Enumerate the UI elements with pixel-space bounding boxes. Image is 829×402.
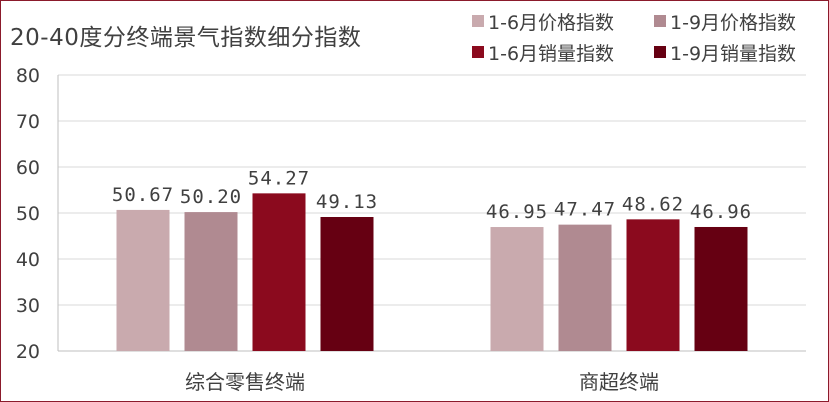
bar-2-2 bbox=[558, 224, 612, 351]
y-tick-label-30: 30 bbox=[16, 295, 40, 317]
legend-item-1-9-price: 1-9月价格指数 bbox=[654, 8, 796, 34]
legend-label-1-6-volume: 1-6月销量指数 bbox=[488, 42, 615, 65]
legend-swatch-1-9-price bbox=[654, 15, 666, 27]
data-label-2-1: 46.95 bbox=[486, 201, 548, 223]
legend-label-1-9-volume: 1-9月销量指数 bbox=[670, 42, 797, 65]
bar-1-4 bbox=[320, 217, 374, 351]
y-tick-label-40: 40 bbox=[16, 249, 40, 271]
data-label-2-4: 46.96 bbox=[690, 201, 752, 223]
y-tick-label-80: 80 bbox=[16, 65, 40, 87]
data-label-1-1: 50.67 bbox=[112, 184, 174, 206]
legend-swatch-1-6-volume bbox=[472, 46, 484, 58]
bar-1-3 bbox=[252, 193, 306, 351]
data-label-2-2: 47.47 bbox=[554, 199, 616, 221]
category-label-1: 综合零售终端 bbox=[185, 370, 305, 394]
y-tick-label-50: 50 bbox=[16, 203, 40, 225]
legend-swatch-1-6-price bbox=[472, 15, 484, 27]
bar-2-3 bbox=[626, 219, 680, 351]
legend-item-1-9-volume: 1-9月销量指数 bbox=[654, 39, 796, 65]
data-label-1-3: 54.27 bbox=[248, 167, 310, 189]
category-label-2: 商超终端 bbox=[579, 370, 659, 394]
bar-1-2 bbox=[184, 212, 238, 351]
legend-label-1-9-price: 1-9月价格指数 bbox=[670, 11, 797, 34]
y-tick-label-70: 70 bbox=[16, 111, 40, 133]
data-label-2-3: 48.62 bbox=[622, 193, 684, 215]
y-tick-label-60: 60 bbox=[16, 157, 40, 179]
legend-item-1-6-price: 1-6月价格指数 bbox=[472, 8, 614, 34]
bar-2-1 bbox=[490, 227, 544, 351]
bar-1-1 bbox=[116, 209, 170, 351]
y-tick-label-20: 20 bbox=[16, 341, 40, 363]
bar-2-4 bbox=[694, 226, 748, 351]
data-label-1-2: 50.20 bbox=[180, 186, 242, 208]
chart-title: 20-40度分终端景气指数细分指数 bbox=[10, 25, 362, 51]
legend-swatch-1-9-volume bbox=[654, 46, 666, 58]
legend-label-1-6-price: 1-6月价格指数 bbox=[488, 11, 615, 34]
data-label-1-4: 49.13 bbox=[316, 191, 378, 213]
legend-item-1-6-volume: 1-6月销量指数 bbox=[472, 39, 614, 65]
